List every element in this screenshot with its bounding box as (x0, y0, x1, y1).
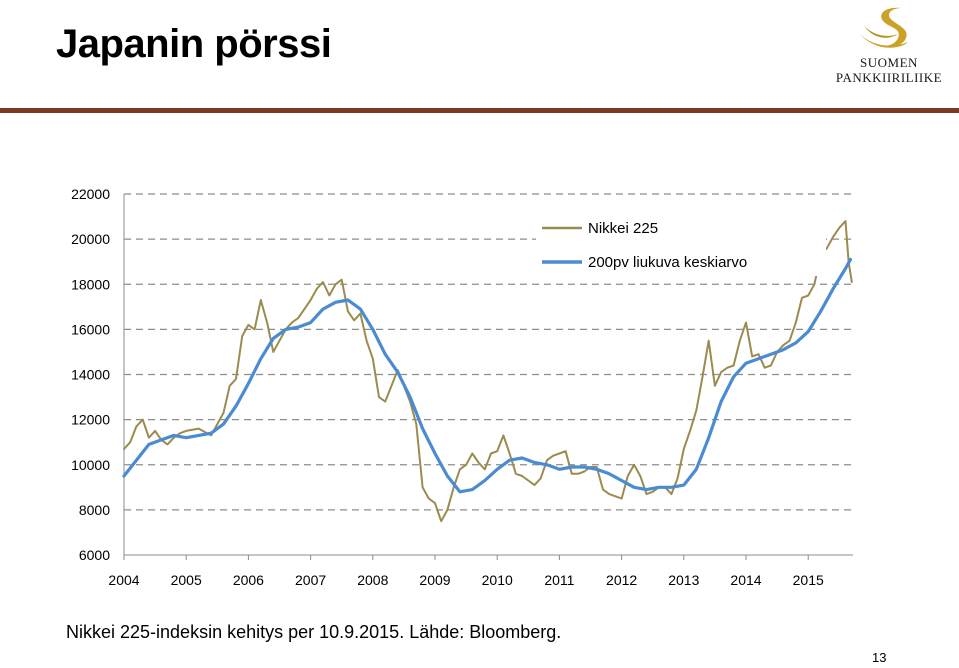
y-tick-label: 22000 (71, 186, 110, 202)
y-tick-label: 12000 (71, 412, 110, 428)
series-line-nikkei-225 (123, 220, 853, 523)
x-tick-label: 2006 (233, 572, 264, 588)
y-tick-label: 20000 (71, 231, 110, 247)
x-tick-labels: 2004 2005 2006 2007 2008 2009 2010 2011 2012 2013… (108, 572, 824, 588)
page-number: 13 (872, 650, 887, 665)
x-tick-label: 2005 (171, 572, 202, 588)
x-tick-label: 2008 (357, 572, 388, 588)
logo-text-line2: PANKKIIRILIIKE (835, 70, 943, 85)
series-line-moving-average (122, 257, 853, 494)
x-tick-label: 2010 (482, 572, 513, 588)
bank-logo-icon (858, 7, 908, 48)
x-tick-label: 2011 (544, 572, 574, 588)
logo-swoosh-mark (858, 7, 908, 48)
y-tick-labels: 6000 8000 10000 12000 14000 16000 18000 20000 22… (71, 186, 110, 563)
x-tick-label: 2004 (108, 572, 139, 588)
x-tick-label: 2012 (606, 572, 637, 588)
y-tick-label: 18000 (71, 276, 110, 292)
chart-caption: Nikkei 225-indeksin kehitys per 10.9.201… (66, 622, 562, 642)
title-divider (0, 108, 959, 113)
chart-legend: Nikkei 225 200pv liukuva keskiarvo (536, 204, 826, 276)
y-tick-label: 8000 (79, 502, 110, 518)
logo-text-line1: SUOMEN (860, 55, 918, 70)
chart-axes (123, 194, 853, 560)
legend-label: 200pv liukuva keskiarvo (588, 254, 747, 271)
legend-background (536, 204, 826, 276)
chart-series (122, 220, 853, 523)
y-tick-label: 14000 (71, 367, 110, 383)
x-tick-label: 2014 (730, 572, 761, 588)
nikkei-line-chart: 6000 8000 10000 12000 14000 16000 18000 20000 22… (71, 186, 853, 588)
x-tick-label: 2007 (295, 572, 326, 588)
y-tick-label: 16000 (71, 321, 110, 337)
x-tick-label: 2009 (419, 572, 450, 588)
legend-label: Nikkei 225 (588, 220, 658, 237)
x-tick-label: 2013 (668, 572, 699, 588)
y-tick-label: 6000 (79, 547, 110, 563)
y-tick-label: 10000 (71, 457, 110, 473)
x-tick-label: 2015 (793, 572, 824, 588)
slide-title: Japanin pörssi (56, 22, 332, 66)
